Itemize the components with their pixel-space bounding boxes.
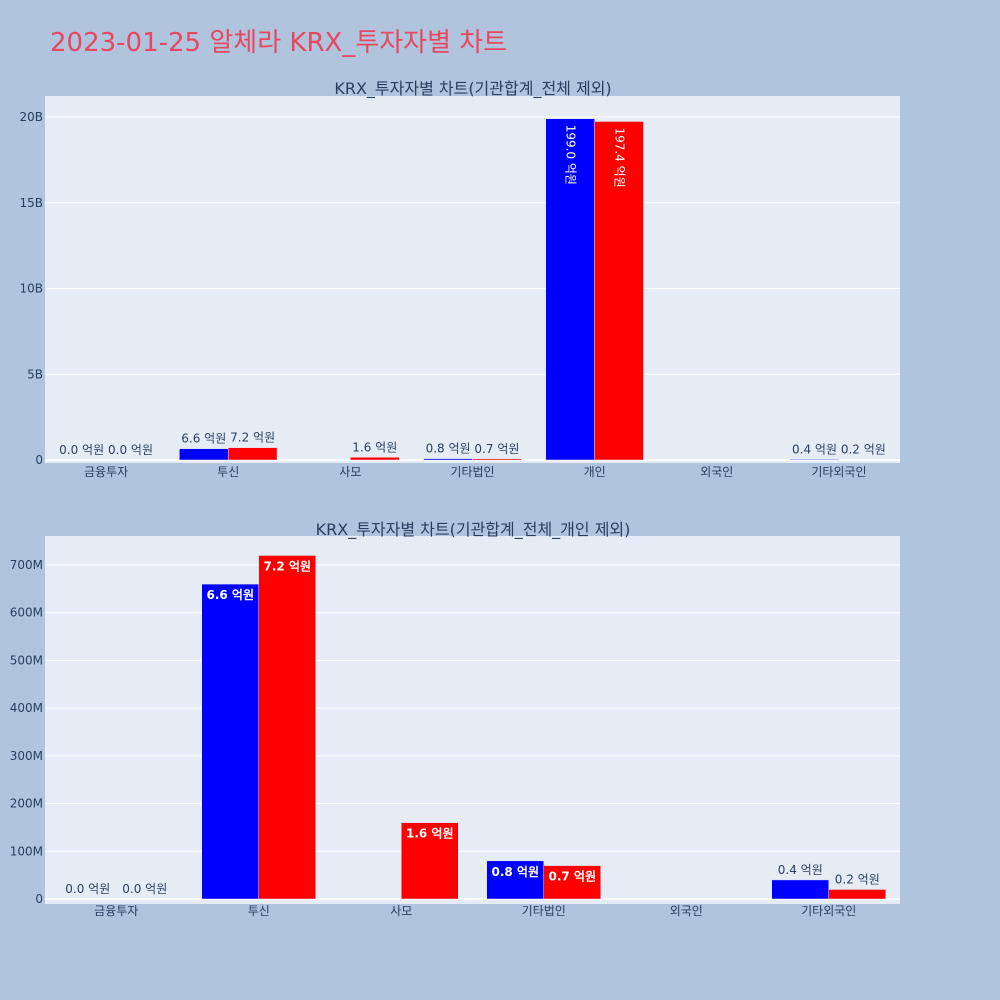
data-label: 6.6 억원 <box>206 588 254 602</box>
y-tick-label: 5B <box>27 367 43 381</box>
y-tick-label: 700M <box>10 558 43 572</box>
x-tick-label: 사모 <box>390 904 412 918</box>
y-tick-label: 15B <box>19 196 43 210</box>
x-tick-label: 금융투자 <box>94 904 138 918</box>
x-tick-label: 기타법인 <box>450 465 494 479</box>
data-label: 0.8 억원 <box>491 865 539 879</box>
bar <box>543 865 601 900</box>
data-label: 0.0 억원 <box>65 882 110 896</box>
data-label: 0.2 억원 <box>835 872 880 886</box>
data-label: 0.2 억원 <box>841 443 886 457</box>
data-label: 1.6 억원 <box>406 827 454 841</box>
data-label: 6.6 억원 <box>181 432 226 446</box>
x-tick-label: 금융투자 <box>84 465 128 479</box>
y-tick-label: 0 <box>35 453 43 467</box>
y-tick-label: 10B <box>19 282 43 296</box>
page-title: 2023-01-25 알체라 KRX_투자자별 차트 <box>50 28 508 58</box>
bar <box>486 860 544 900</box>
data-label: 197.4 억원 <box>613 127 627 187</box>
x-tick-label: 기타외국인 <box>801 904 856 918</box>
y-tick-label: 100M <box>10 844 43 858</box>
data-label: 0.0 억원 <box>108 443 153 457</box>
y-tick-label: 200M <box>10 797 43 811</box>
data-label: 0.0 억원 <box>122 882 167 896</box>
x-tick-label: 기타법인 <box>522 904 566 918</box>
bar <box>179 448 229 461</box>
x-tick-label: 개인 <box>584 465 606 479</box>
x-tick-label: 투신 <box>248 904 270 918</box>
x-tick-label: 사모 <box>339 465 361 479</box>
bar <box>545 118 595 461</box>
bar <box>771 879 829 900</box>
bar <box>401 822 459 900</box>
data-label: 0.4 억원 <box>778 863 823 877</box>
data-label: 199.0 억원 <box>564 125 578 185</box>
bar <box>350 457 400 461</box>
x-tick-label: 투신 <box>217 465 239 479</box>
bar <box>201 583 259 900</box>
data-label: 7.2 억원 <box>230 431 275 445</box>
data-label: 7.2 억원 <box>263 559 311 573</box>
x-tick-label: 외국인 <box>670 904 703 918</box>
bar <box>789 459 840 461</box>
x-tick-label: 외국인 <box>700 465 733 479</box>
y-tick-label: 400M <box>10 701 43 715</box>
data-label: 0.7 억원 <box>548 870 596 884</box>
data-label: 0.0 억원 <box>59 443 104 457</box>
y-tick-label: 20B <box>19 110 43 124</box>
bar <box>423 458 473 461</box>
data-label: 1.6 억원 <box>352 440 397 454</box>
bar <box>594 121 644 461</box>
bar <box>258 555 316 900</box>
y-tick-label: 600M <box>10 606 43 620</box>
data-label: 0.4 억원 <box>792 442 837 456</box>
chart-subtitle: KRX_투자자별 차트(기관합계_전체 제외) <box>334 79 611 99</box>
y-tick-label: 300M <box>10 749 43 763</box>
data-label: 0.7 억원 <box>474 442 519 456</box>
plot-area <box>45 536 900 904</box>
bar <box>828 889 886 900</box>
bar <box>472 458 522 461</box>
plot-area <box>45 96 900 463</box>
y-tick-label: 0 <box>35 892 43 906</box>
bar <box>227 447 278 461</box>
chart-subtitle: KRX_투자자별 차트(기관합계_전체_개인 제외) <box>316 520 631 540</box>
data-label: 0.8 억원 <box>426 442 471 456</box>
y-tick-label: 500M <box>10 653 43 667</box>
x-tick-label: 기타외국인 <box>811 465 866 479</box>
